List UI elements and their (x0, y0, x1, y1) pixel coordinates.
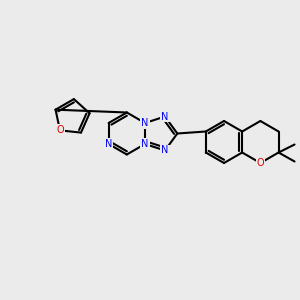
Text: O: O (56, 125, 64, 135)
Text: N: N (161, 112, 169, 122)
Text: N: N (105, 139, 112, 149)
Text: N: N (161, 146, 169, 155)
Text: O: O (256, 158, 264, 168)
Text: N: N (141, 118, 149, 128)
Text: N: N (141, 139, 149, 149)
